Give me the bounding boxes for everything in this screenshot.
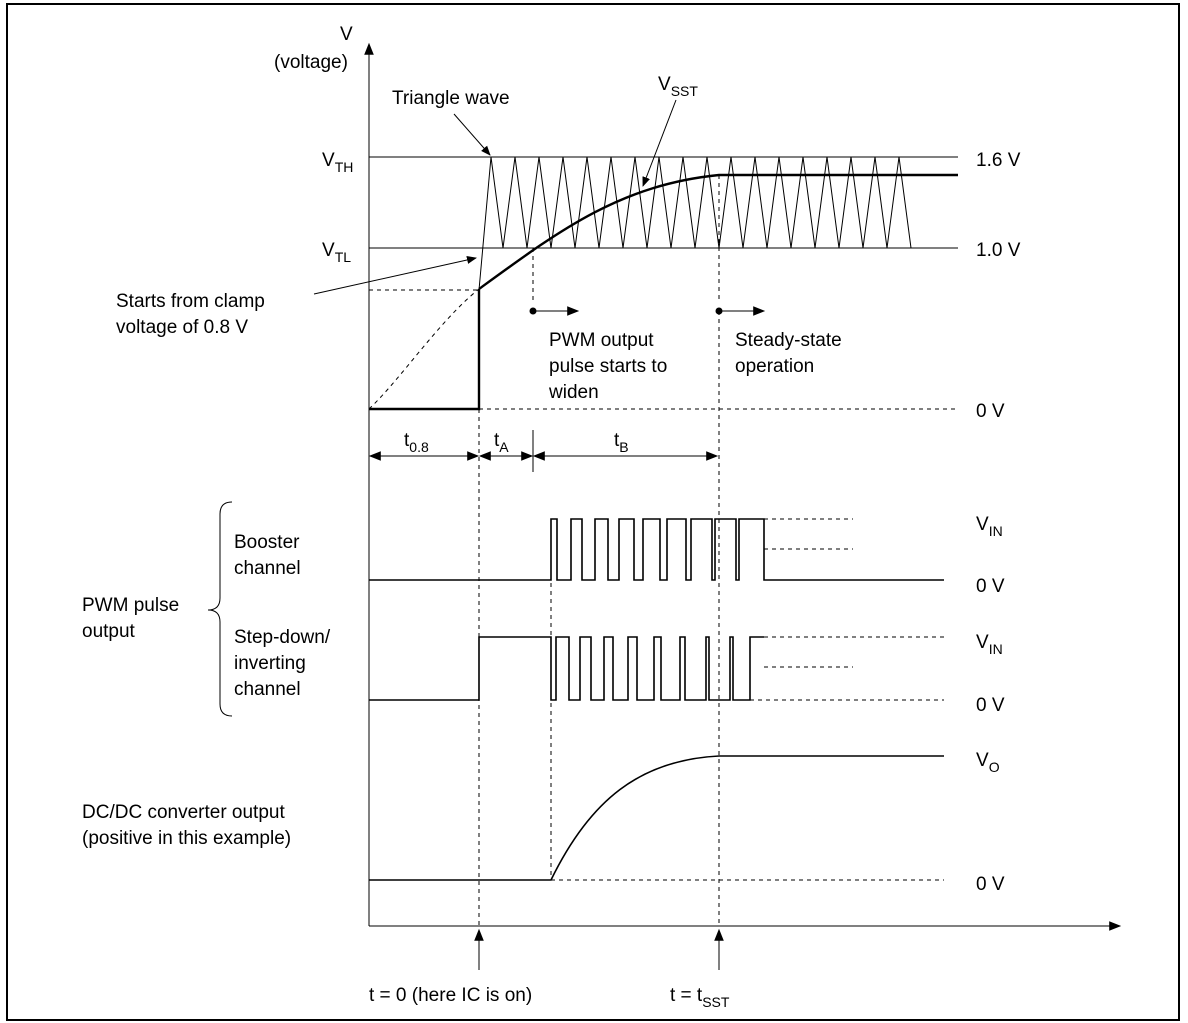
stepdown-signal <box>369 636 764 701</box>
pwm-label-line1: PWM output <box>549 330 654 351</box>
vtl-label: VTL <box>322 240 351 265</box>
pwm-label-line2: pulse starts to <box>549 356 667 377</box>
stepdown-vin-label: VIN <box>976 632 1003 657</box>
tb-label: tB <box>614 430 629 455</box>
stepdown-label-line3: channel <box>234 679 301 700</box>
stepdown-label-line2: inverting <box>234 653 306 674</box>
dcdc-output-curve <box>369 755 944 881</box>
pwm-group-brace <box>207 501 233 717</box>
v-axis-sublabel: (voltage) <box>274 52 348 73</box>
vth-label: VTH <box>322 150 353 175</box>
vsst-label: VSST <box>658 74 698 99</box>
clamp-label-line1: Starts from clamp <box>116 291 265 312</box>
high-value: 1.6 V <box>976 150 1021 171</box>
diagram-frame <box>6 3 1180 1021</box>
pwm-group-label-line1: PWM pulse <box>82 595 179 616</box>
dcdc-label-line1: DC/DC converter output <box>82 802 285 823</box>
zero-top-label: 0 V <box>976 401 1005 422</box>
dcdc-zero-label: 0 V <box>976 874 1005 895</box>
vo-label: VO <box>976 750 1000 775</box>
dcdc-label-line2: (positive in this example) <box>82 828 291 849</box>
pwm-group-label-line2: output <box>82 621 136 642</box>
steady-label-line1: Steady-state <box>735 330 842 351</box>
booster-vin-label: VIN <box>976 514 1003 539</box>
stepdown-label-line1: Step-down/ <box>234 627 331 648</box>
pwm-label-line3: widen <box>548 382 599 403</box>
booster-label-line1: Booster <box>234 532 300 553</box>
ta-label: tA <box>494 430 509 455</box>
booster-zero-label: 0 V <box>976 576 1005 597</box>
vsst-dashed-curve <box>368 288 480 410</box>
vsst-curve <box>478 173 958 290</box>
tsst-label: t = tSST <box>670 985 730 1010</box>
booster-signal <box>369 518 944 581</box>
booster-label-line2: channel <box>234 558 301 579</box>
t08-label: t0.8 <box>404 430 429 455</box>
clamp-label-line2: voltage of 0.8 V <box>116 317 248 338</box>
steady-label-line2: operation <box>735 356 814 377</box>
triangle-wave-pointer <box>453 113 491 156</box>
v-axis-label: V <box>340 24 353 45</box>
triangle-wave-label: Triangle wave <box>392 88 510 109</box>
t0-label: t = 0 (here IC is on) <box>369 985 532 1006</box>
vsst-start-step <box>369 289 481 411</box>
clamp-pointer <box>313 256 477 295</box>
stepdown-zero-label: 0 V <box>976 695 1005 716</box>
low-value: 1.0 V <box>976 240 1021 261</box>
vsst-pointer <box>642 99 677 187</box>
triangle-wave <box>478 156 912 291</box>
